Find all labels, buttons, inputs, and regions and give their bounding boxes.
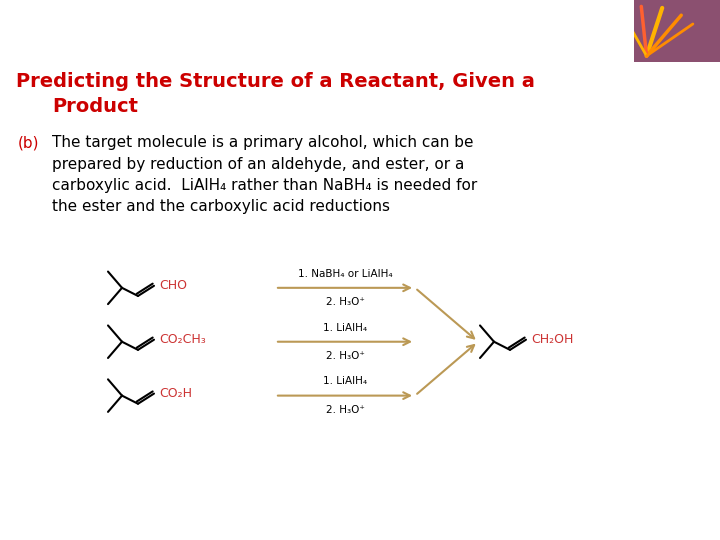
Text: CH₂OH: CH₂OH: [531, 333, 573, 346]
Text: 2. H₃O⁺: 2. H₃O⁺: [325, 297, 364, 307]
Text: prepared by reduction of an aldehyde, and ester, or a: prepared by reduction of an aldehyde, an…: [52, 157, 464, 172]
Text: (b): (b): [18, 136, 40, 150]
Text: The target molecule is a primary alcohol, which can be: The target molecule is a primary alcohol…: [52, 136, 474, 150]
Text: CO₂CH₃: CO₂CH₃: [159, 333, 206, 346]
Text: 1. LiAlH₄: 1. LiAlH₄: [323, 322, 367, 333]
Text: CO₂H: CO₂H: [159, 387, 192, 400]
Text: carboxylic acid.  LiAlH₄ rather than NaBH₄ is needed for: carboxylic acid. LiAlH₄ rather than NaBH…: [52, 178, 477, 193]
Text: Worked Example 13.2: Worked Example 13.2: [12, 18, 300, 42]
Text: 1. NaBH₄ or LiAlH₄: 1. NaBH₄ or LiAlH₄: [297, 269, 392, 279]
Text: the ester and the carboxylic acid reductions: the ester and the carboxylic acid reduct…: [52, 199, 390, 214]
Text: CHO: CHO: [159, 279, 187, 292]
Text: 1. LiAlH₄: 1. LiAlH₄: [323, 376, 367, 387]
Text: 2. H₃O⁺: 2. H₃O⁺: [325, 405, 364, 415]
Text: Predicting the Structure of a Reactant, Given a: Predicting the Structure of a Reactant, …: [16, 72, 535, 91]
Text: Product: Product: [52, 97, 138, 116]
Text: 2. H₃O⁺: 2. H₃O⁺: [325, 351, 364, 361]
